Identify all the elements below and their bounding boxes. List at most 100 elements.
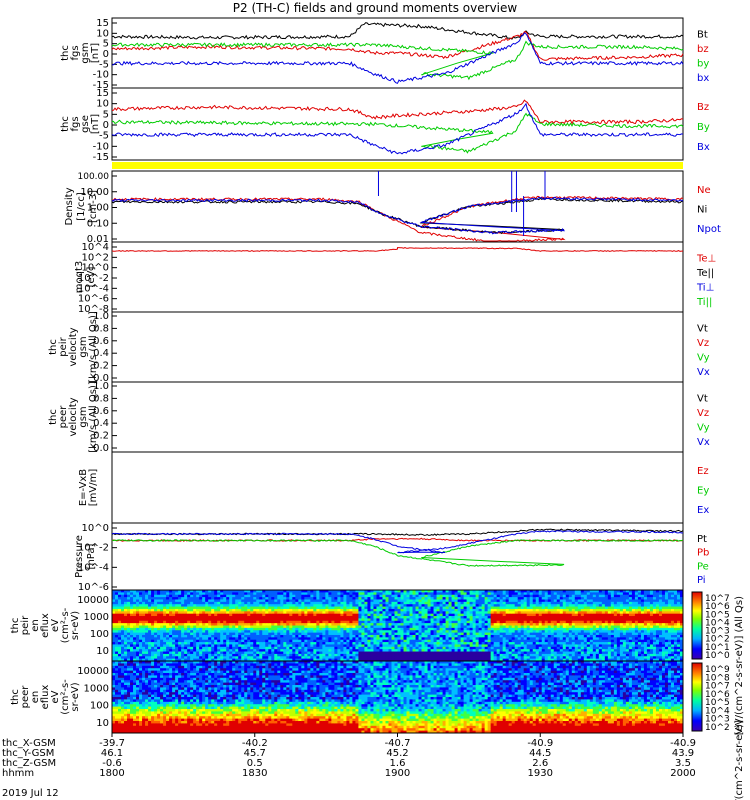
spectrogram-cell: [142, 590, 146, 593]
spectrogram-cell: [280, 590, 284, 593]
spectrogram-cell: [190, 604, 194, 607]
spectrogram-cell: [403, 627, 407, 631]
spectrogram-cell: [550, 620, 555, 624]
spectrogram-cell: [442, 653, 446, 657]
spectrogram-cell: [526, 601, 531, 605]
spectrogram-cell: [403, 618, 407, 622]
spectrogram-cell: [280, 620, 284, 624]
spectrogram-cell: [208, 646, 212, 650]
spectrogram-cell: [334, 601, 338, 605]
spectrogram-cell: [172, 606, 176, 610]
spectrogram-cell: [193, 616, 197, 619]
spectrogram-cell: [451, 620, 455, 624]
spectrogram-cell: [397, 608, 401, 612]
spectrogram-cell: [322, 642, 326, 645]
spectrogram-cell: [430, 613, 434, 617]
spectrogram-cell: [511, 613, 516, 617]
spectrogram-cell: [304, 627, 308, 631]
spectrogram-cell: [385, 594, 389, 598]
spectrogram-cell: [349, 604, 353, 607]
spectrogram-cell: [478, 637, 483, 641]
spectrogram-cell: [340, 597, 344, 600]
spectrogram-cell: [112, 639, 116, 643]
spectrogram-cell: [583, 625, 588, 629]
spectrogram-cell: [559, 639, 564, 643]
spectrogram-cell: [472, 630, 477, 633]
spectrogram-cell: [565, 634, 570, 638]
spectrogram-cell: [427, 601, 431, 605]
spectrogram-cell: [574, 639, 579, 643]
spectrogram-cell: [574, 613, 579, 617]
spectrogram-cell: [310, 597, 314, 600]
spectrogram-cell: [142, 620, 146, 624]
spectrogram-cell: [586, 608, 591, 612]
spectrogram-cell: [355, 601, 359, 605]
spectrogram-cell: [439, 646, 443, 650]
spectrogram-cell: [343, 601, 347, 605]
spectrogram-cell: [355, 653, 359, 657]
spectrogram-cell: [502, 594, 507, 598]
spectrogram-cell: [190, 594, 194, 598]
spectrogram-cell: [478, 592, 483, 596]
spectrogram-cell: [577, 642, 582, 645]
spectrogram-cell: [547, 630, 552, 633]
spectrogram-cell: [541, 597, 546, 600]
spectrogram-cell: [184, 608, 188, 612]
spectrogram-cell: [472, 618, 477, 622]
spectrogram-cell: [364, 651, 368, 655]
spectrogram-cell: [139, 653, 143, 657]
spectrogram-cell: [601, 637, 606, 641]
spectrogram-cell: [577, 637, 582, 641]
spectrogram-cell: [322, 594, 326, 598]
spectrogram-cell: [280, 611, 284, 615]
spectrogram-cell: [598, 594, 603, 598]
spectrogram-cell: [547, 590, 552, 593]
spectrogram-cell: [379, 623, 383, 626]
spectrogram-cell: [442, 599, 446, 603]
spectrogram-cell: [427, 618, 431, 622]
spectrogram-cell: [382, 606, 386, 610]
spectrogram-cell: [592, 646, 597, 650]
spectrogram-cell: [196, 618, 200, 622]
spectrogram-cell: [223, 644, 227, 648]
spectrogram-cell: [403, 620, 407, 624]
spectrogram-cell: [583, 613, 588, 617]
spectrogram-cell: [553, 651, 558, 655]
spectrogram-cell: [523, 590, 528, 593]
spectrogram-cell: [325, 632, 329, 636]
spectrogram-cell: [400, 639, 404, 643]
spectrogram-cell: [265, 620, 269, 624]
spectrogram-cell: [403, 649, 407, 652]
spectrogram-cell: [475, 644, 480, 648]
spectrogram-cell: [598, 651, 603, 655]
spectrogram-cell: [298, 599, 302, 603]
spectrogram-cell: [394, 597, 398, 600]
spectrogram-cell: [547, 597, 552, 600]
spectrogram-cell: [235, 623, 239, 626]
spectrogram-cell: [577, 649, 582, 652]
spectrogram-cell: [358, 592, 362, 596]
spectrogram-cell: [469, 625, 474, 629]
spectrogram-cell: [382, 649, 386, 652]
spectrogram-cell: [115, 616, 119, 619]
spectrogram-cell: [298, 656, 302, 660]
spectrogram-cell: [274, 634, 278, 638]
spectrogram-cell: [190, 639, 194, 643]
spectrogram-cell: [445, 623, 449, 626]
spectrogram-cell: [523, 637, 528, 641]
spectrogram-cell: [559, 597, 564, 600]
spectrogram-cell: [418, 613, 422, 617]
spectrogram-cell: [544, 604, 549, 607]
spectrogram-cell: [469, 604, 474, 607]
spectrogram-cell: [361, 613, 365, 617]
spectrogram-cell: [283, 639, 287, 643]
spectrogram-cell: [136, 611, 140, 615]
spectrogram-cell: [442, 616, 446, 619]
spectrogram-cell: [292, 651, 296, 655]
spectrogram-cell: [394, 594, 398, 598]
spectrogram-cell: [367, 639, 371, 643]
spectrogram-cell: [124, 623, 128, 626]
spectrogram-cell: [187, 620, 191, 624]
spectrogram-cell: [502, 599, 507, 603]
spectrogram-cell: [595, 620, 600, 624]
